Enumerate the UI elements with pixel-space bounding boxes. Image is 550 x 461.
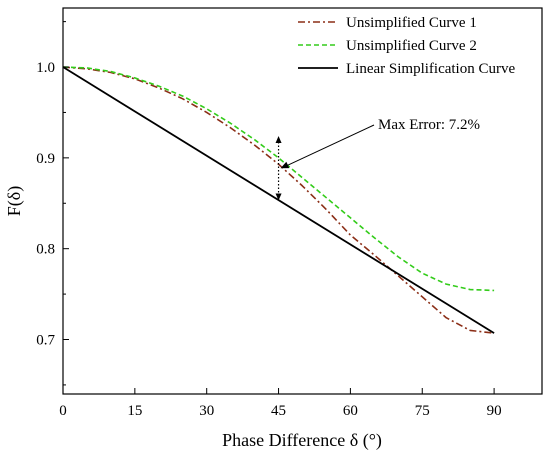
x-tick-label: 30 [199, 403, 214, 419]
x-tick-label: 0 [59, 403, 67, 419]
max-error-label: Max Error: 7.2% [378, 117, 480, 133]
y-tick-label: 0.8 [36, 242, 55, 258]
max-error-pointer-arrowhead [280, 161, 290, 169]
max-error-arrowhead-top [275, 136, 282, 144]
x-tick-label: 75 [415, 403, 430, 419]
x-tick-label: 90 [487, 403, 502, 419]
y-axis-title: F(δ) [4, 186, 25, 216]
legend-label-linear-simplification-curve: Linear Simplification Curve [346, 61, 515, 77]
max-error-arrowhead-bottom [275, 193, 282, 201]
plot-frame [62, 7, 543, 395]
series-line-unsimplified-curve-2 [62, 66, 495, 292]
legend: Unsimplified Curve 1 Unsimplified Curve … [298, 15, 515, 77]
y-tick-label: 0.9 [36, 151, 55, 167]
max-error-annotation: Max Error: 7.2% [275, 117, 480, 201]
legend-label-unsimplified-curve-2: Unsimplified Curve 2 [346, 38, 477, 54]
x-tick-label: 45 [271, 403, 286, 419]
y-tick-label: 1.0 [36, 60, 55, 76]
x-axis-title: Phase Difference δ (°) [222, 430, 382, 451]
x-axis: 0 15 30 45 60 75 90 [59, 388, 502, 419]
max-error-pointer [287, 124, 375, 166]
y-tick-label: 0.7 [36, 333, 55, 349]
y-axis: 0.7 0.8 0.9 1.0 [36, 21, 69, 386]
x-tick-label: 60 [343, 403, 358, 419]
x-tick-label: 15 [127, 403, 142, 419]
legend-label-unsimplified-curve-1: Unsimplified Curve 1 [346, 15, 477, 31]
